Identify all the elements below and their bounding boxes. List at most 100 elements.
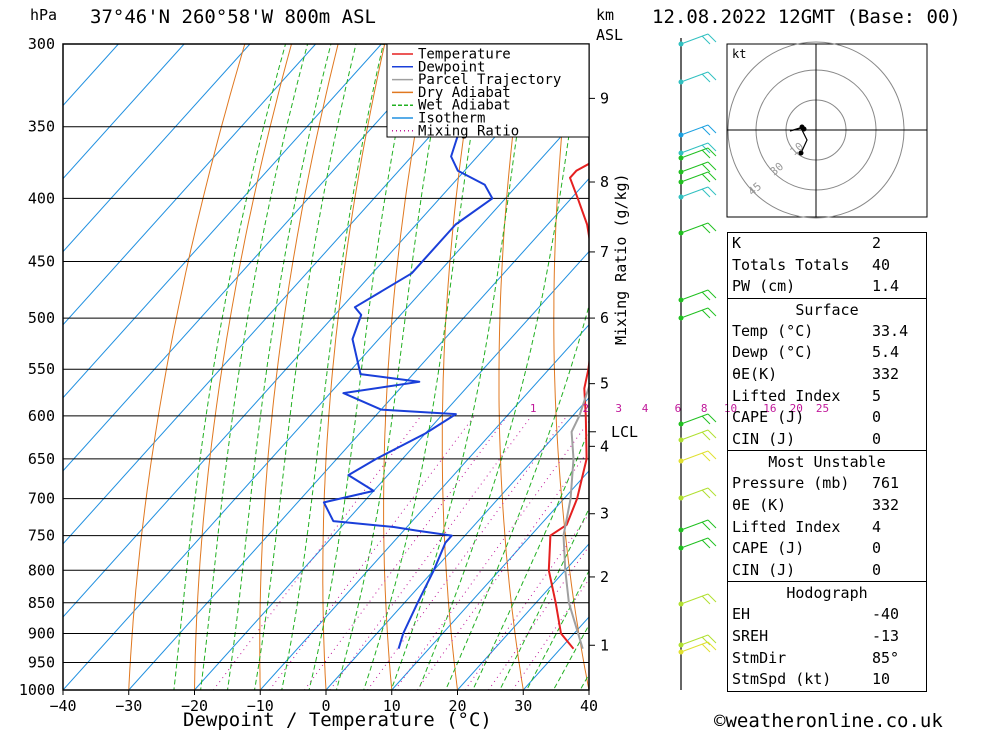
stat-value: 1.4 [872, 277, 900, 296]
y-tick-label: 650 [28, 450, 55, 468]
datetime-title: 12.08.2022 12GMT (Base: 00) [652, 6, 961, 28]
wind-barb-flag [701, 163, 711, 173]
legend-label: Temperature [418, 47, 511, 63]
mixing-ratio-label: 8 [701, 402, 708, 415]
height-tick-label: 3 [600, 505, 609, 523]
wind-barb-flag [701, 539, 711, 549]
mixing-ratio-line [269, 415, 475, 690]
wind-barb-shaft [680, 222, 709, 234]
temperature-line [547, 162, 589, 650]
wind-barb-flag [701, 291, 711, 301]
dry-adiabat-line [659, 0, 728, 716]
wind-barb-flag [701, 149, 711, 159]
wind-barb-flag [707, 593, 717, 603]
surface-title: Surface [795, 300, 859, 319]
stat-row: CAPE (J) 0 [728, 407, 926, 429]
legend-label: Parcel Trajectory [418, 72, 561, 88]
hodograph-point [798, 150, 804, 156]
height-ref-label: ASL [596, 26, 624, 44]
legend-label: Dewpoint [418, 59, 485, 75]
wind-barb-shaft [680, 71, 709, 83]
wind-barb-flag [707, 634, 717, 644]
wind-barb-shaft [680, 171, 709, 183]
isotherm-line [63, 44, 185, 180]
wind-barb-flag [707, 413, 717, 423]
isotherm-line [63, 44, 514, 545]
stat-row: PW (cm) 1.4 [728, 276, 926, 298]
surface-block: Surface Temp (°C) 33.4 Dewp (°C) 5.4 θE(K) 33… [727, 297, 927, 452]
legend-label: Isotherm [418, 111, 485, 127]
stat-row: Lifted Index 5 [728, 386, 926, 408]
wind-barb-shaft [680, 487, 709, 499]
mixing-ratio-label: 2 [583, 402, 590, 415]
stat-value: -40 [872, 605, 900, 624]
most-unstable-title: Most Unstable [768, 453, 886, 472]
wind-barb-shaft [680, 429, 709, 441]
wind-barb-flag [701, 431, 711, 441]
wind-barb-shaft [680, 537, 709, 549]
isotherm-line [391, 470, 589, 690]
wind-barb-shaft [680, 124, 709, 136]
height-unit-label: km [596, 6, 615, 24]
y-tick-label: 800 [28, 561, 55, 579]
mixing-ratio-line [329, 415, 532, 690]
pressure-unit-label: hPa [30, 6, 58, 24]
stat-label: StmSpd (kt) [732, 670, 832, 689]
stat-row: θE (K) 332 [728, 495, 926, 517]
wind-barb-flag [701, 35, 711, 45]
wind-barb-flag [707, 519, 717, 529]
isotherm-line [63, 44, 580, 618]
stat-label: CIN (J) [732, 429, 796, 448]
y-tick-label: 450 [28, 253, 55, 271]
mixing-ratio-axis-title: Mixing Ratio (g/kg) [612, 173, 630, 345]
wet-adiabat-line [281, 44, 384, 690]
wind-barb-flag [707, 641, 717, 651]
stat-label: Dewp (°C) [732, 343, 814, 362]
wet-adiabat-line [363, 44, 487, 690]
mixing-ratio-label: 3 [615, 402, 622, 415]
y-tick-label: 1000 [19, 681, 55, 699]
stat-value: 5 [872, 386, 882, 405]
y-tick-label: 300 [28, 35, 55, 53]
stat-value: 0 [872, 560, 882, 579]
mixing-ratio-line [303, 415, 508, 690]
stat-row: Temp (°C) 33.4 [728, 321, 926, 343]
mixing-ratio-label: 16 [763, 402, 776, 415]
wet-adiabat-line [226, 44, 332, 690]
wind-barb-flag [701, 126, 711, 136]
stat-label: CAPE (J) [732, 408, 805, 427]
y-tick-label: 500 [28, 309, 55, 327]
hodograph-point [801, 126, 807, 132]
y-tick-label: 900 [28, 624, 55, 642]
height-tick-label: 8 [600, 173, 609, 191]
hodograph-block: Hodograph EH -40 SREH -13 StmDir 85° StmSpd (k… [727, 581, 927, 692]
wind-barbs [678, 33, 717, 690]
wind-barb-flag [701, 595, 711, 605]
lcl-label: LCL [611, 423, 638, 441]
stat-row: EH -40 [728, 604, 926, 626]
mixing-ratio-label: 20 [790, 402, 803, 415]
stat-row: Pressure (mb) 761 [728, 473, 926, 495]
x-axis-title: Dewpoint / Temperature (°C) [183, 709, 492, 731]
wind-barb-shaft [680, 142, 709, 154]
stat-row: StmSpd (kt) 10 [728, 669, 926, 691]
stat-label: Temp (°C) [732, 321, 814, 340]
wind-barb-flag [707, 33, 717, 43]
y-tick-label: 550 [28, 360, 55, 378]
height-tick-label: 2 [600, 568, 609, 586]
mixing-ratio-label: 6 [675, 402, 682, 415]
stat-row: Lifted Index 4 [728, 517, 926, 539]
x-tick-label: 30 [514, 697, 532, 715]
stat-label: PW (cm) [732, 277, 796, 296]
stat-value: 332 [872, 364, 900, 383]
y-tick-label: 750 [28, 527, 55, 545]
wind-barb-flag [707, 124, 717, 134]
wind-barb-flag [707, 147, 717, 157]
wind-barb-shaft [680, 593, 709, 605]
wet-adiabat-line [526, 569, 589, 690]
stat-label: StmDir [732, 648, 787, 667]
mixing-ratio-label: 25 [816, 402, 829, 415]
x-tick-label: −10 [247, 697, 274, 715]
